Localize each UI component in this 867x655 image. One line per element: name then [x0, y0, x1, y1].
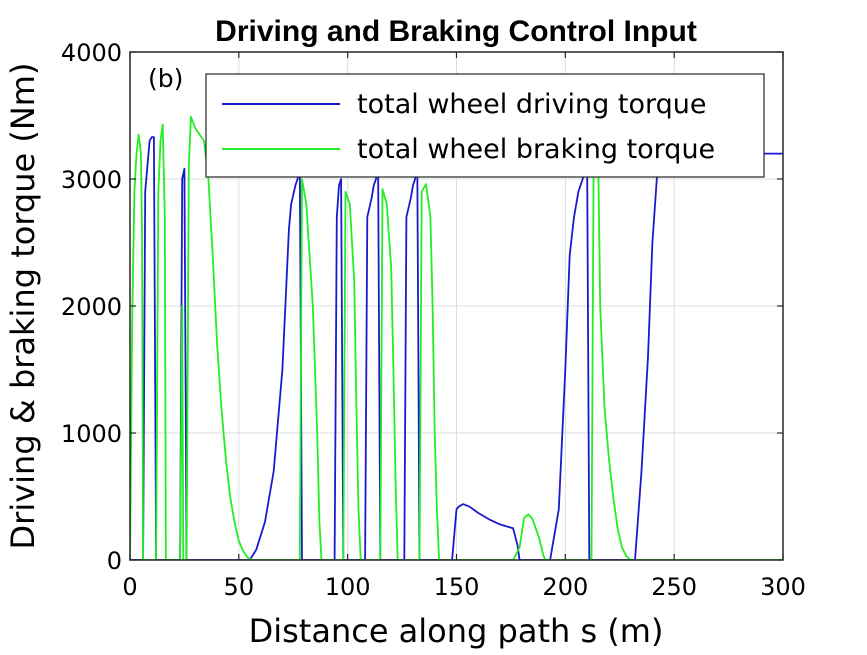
y-tick-label: 2000 [61, 293, 122, 321]
y-tick-label: 3000 [61, 166, 122, 194]
x-tick-label: 200 [542, 573, 588, 601]
chart-title: Driving and Braking Control Input [215, 15, 697, 48]
legend-label-driving: total wheel driving torque [357, 89, 706, 120]
series-layer [130, 115, 783, 560]
y-tick-label: 1000 [61, 420, 122, 448]
legend-label-braking: total wheel braking torque [357, 134, 715, 165]
y-tick-label: 4000 [61, 39, 122, 67]
x-tick-label: 300 [760, 573, 806, 601]
braking-torque-line [130, 115, 783, 560]
x-axis-label: Distance along path s (m) [249, 612, 664, 650]
legend: total wheel driving torque total wheel b… [205, 73, 765, 178]
legend-box [205, 73, 765, 178]
x-tick-label: 150 [434, 573, 480, 601]
panel-label: (b) [148, 64, 183, 93]
x-tick-label: 100 [325, 573, 371, 601]
x-tick-label: 50 [224, 573, 255, 601]
driving-torque-line [130, 136, 783, 560]
x-tick-label: 250 [651, 573, 697, 601]
y-tick-label: 0 [107, 547, 122, 575]
x-tick-label: 0 [122, 573, 137, 601]
y-axis-label: Driving & braking torque (Nm) [4, 63, 42, 550]
